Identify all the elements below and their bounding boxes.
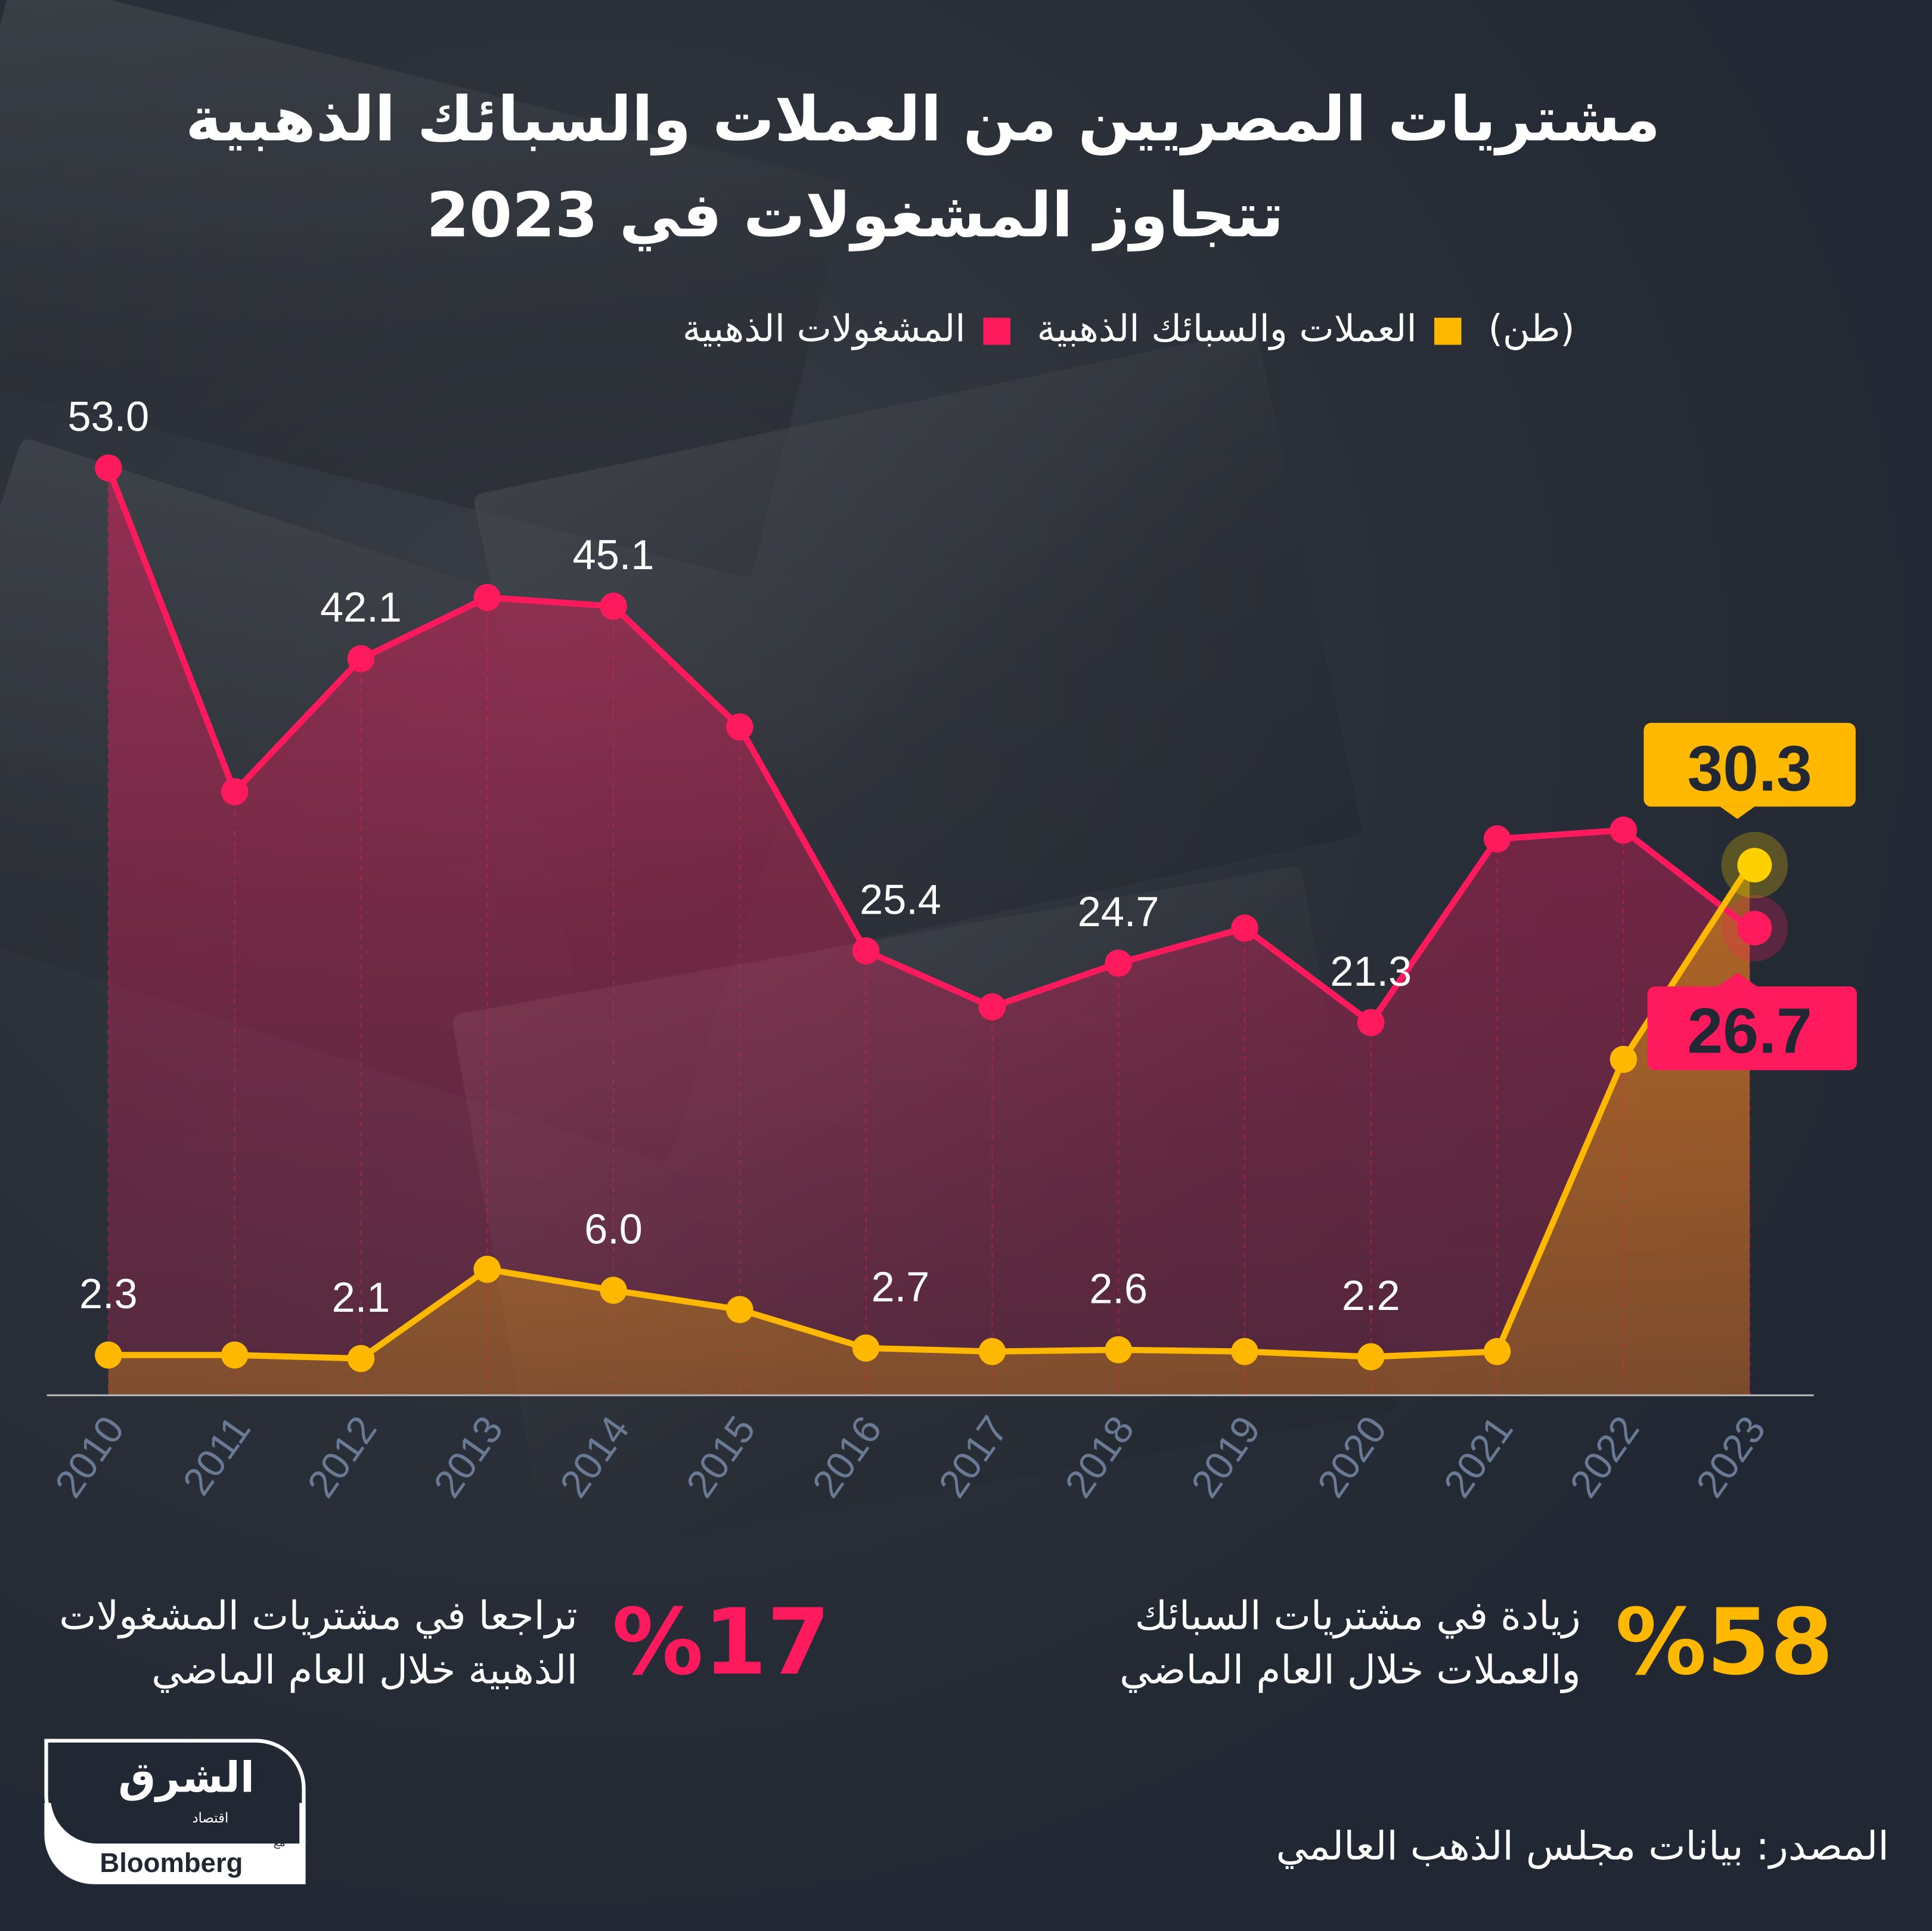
- x-tick-label: 2011: [175, 1408, 259, 1503]
- data-point: [1105, 1336, 1132, 1364]
- data-point: [1610, 817, 1638, 844]
- asharq-bloomberg-logo: الشرق اقتصاد Bloomberg مع: [44, 1738, 306, 1885]
- series-area: [108, 468, 1750, 1396]
- data-point: [978, 993, 1006, 1021]
- stat-jewelry: %17 تراجعا في مشتريات المشغولات الذهبية خ…: [59, 1589, 830, 1697]
- data-point: [600, 1277, 627, 1304]
- data-point: [1483, 825, 1511, 853]
- legend-item-jewelry: المشغولات الذهبية: [683, 308, 1010, 351]
- data-label: 53.0: [68, 393, 150, 440]
- data-point: [1357, 1009, 1385, 1036]
- stat-text: تراجعا في مشتريات المشغولات الذهبية خلال …: [59, 1592, 578, 1694]
- x-tick-label: 2019: [1183, 1408, 1269, 1505]
- data-point: [347, 1345, 375, 1373]
- x-tick-label: 2014: [551, 1408, 638, 1505]
- data-label: 2.6: [1089, 1265, 1148, 1312]
- series-area: [108, 865, 1750, 1396]
- data-point: [726, 713, 753, 741]
- x-tick-label: 2023: [1688, 1408, 1774, 1505]
- data-label: 2.7: [872, 1263, 930, 1310]
- data-label: 21.3: [1330, 948, 1412, 995]
- data-point: [1610, 1045, 1638, 1073]
- stat-coins: %58 زيادة في مشتريات السبائك والعملات خلا…: [1119, 1589, 1834, 1697]
- data-point: [1737, 847, 1772, 883]
- data-point: [221, 778, 249, 806]
- data-point: [600, 592, 627, 620]
- chart-subtitle: تتجاوز المشغولات في 2023: [426, 179, 1284, 252]
- x-tick-label: 2021: [1435, 1408, 1522, 1505]
- data-point: [1105, 949, 1132, 977]
- x-tick-label: 2017: [931, 1408, 1017, 1505]
- x-tick-label: 2013: [425, 1408, 511, 1505]
- x-tick-label: 2015: [678, 1408, 764, 1505]
- unit-label: (طن): [1488, 308, 1575, 351]
- data-point: [726, 1296, 753, 1323]
- stat-value: %17: [612, 1589, 830, 1696]
- data-label: 42.1: [320, 583, 402, 631]
- x-tick-label: 2010: [46, 1408, 133, 1505]
- data-label: 2.1: [332, 1274, 390, 1321]
- data-point: [1231, 1337, 1258, 1365]
- x-tick-label: 2022: [1562, 1408, 1648, 1505]
- data-label: 2.2: [1342, 1272, 1400, 1319]
- callout-label: 30.3: [1688, 733, 1812, 805]
- data-point: [978, 1337, 1006, 1365]
- data-label: 6.0: [584, 1205, 643, 1252]
- stat-text: زيادة في مشتريات السبائك والعملات خلال ال…: [1119, 1592, 1581, 1694]
- x-tick-label: 2018: [1056, 1408, 1143, 1505]
- series-line: [106, 467, 1752, 1026]
- data-point: [852, 937, 880, 965]
- source-note: المصدر: بيانات مجلس الذهب العالمي: [1276, 1823, 1889, 1870]
- legend-swatch: [982, 317, 1010, 344]
- x-tick-label: 2016: [804, 1408, 891, 1505]
- data-point: [473, 1256, 501, 1283]
- callout-pointer: [1717, 973, 1757, 987]
- data-point: [852, 1334, 880, 1362]
- x-tick-label: 2020: [1309, 1408, 1395, 1505]
- callout-label: 26.7: [1688, 995, 1812, 1067]
- series-line: [108, 863, 1753, 1362]
- data-point: [347, 645, 375, 672]
- data-point: [1357, 1343, 1385, 1371]
- data-point: [1231, 914, 1258, 942]
- data-point: [1737, 911, 1772, 946]
- stat-value: %58: [1615, 1589, 1834, 1696]
- data-label: 25.4: [860, 876, 941, 923]
- callout-jewelry: [1647, 986, 1857, 1070]
- x-tick-label: 2012: [299, 1408, 386, 1505]
- legend-swatch: [1434, 317, 1462, 344]
- data-label: 2.3: [79, 1270, 138, 1317]
- callout-pointer: [1720, 806, 1755, 819]
- data-point: [221, 1341, 249, 1369]
- legend: (طن) العملات والسبائك الذهبية المشغولات …: [683, 308, 1575, 351]
- callout-coins: [1643, 722, 1856, 807]
- legend-item-coins: العملات والسبائك الذهبية: [1037, 308, 1462, 351]
- data-point: [1483, 1337, 1511, 1365]
- data-label: 45.1: [573, 531, 655, 578]
- chart-title: مشتريات المصريين من العملات والسبائك الذ…: [185, 83, 1661, 156]
- data-point: [95, 454, 122, 482]
- data-point: [95, 1341, 122, 1369]
- data-label: 24.7: [1078, 888, 1159, 935]
- data-point: [473, 583, 501, 611]
